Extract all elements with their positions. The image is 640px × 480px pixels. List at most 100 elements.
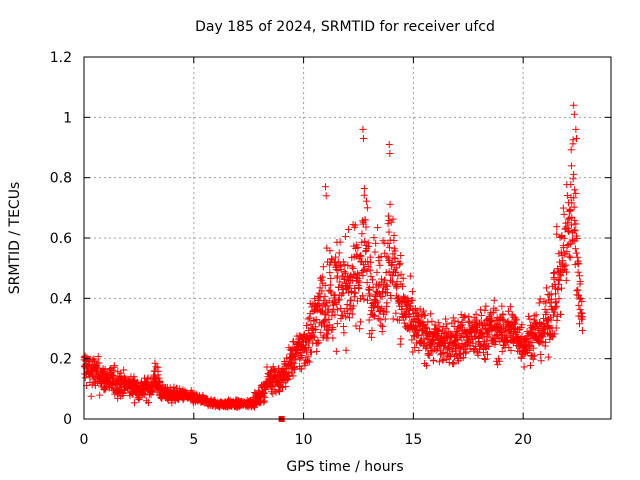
x-axis-label: GPS time / hours (286, 459, 403, 475)
data-point (109, 366, 117, 374)
data-point (370, 234, 378, 242)
data-point (310, 333, 318, 341)
data-point (400, 319, 408, 327)
data-point (323, 302, 331, 310)
data-point (329, 325, 337, 333)
data-point (87, 392, 95, 400)
data-point (288, 369, 296, 377)
data-point (420, 335, 428, 343)
data-point (261, 393, 269, 401)
data-point (564, 215, 572, 223)
data-point (317, 276, 325, 284)
data-point (442, 315, 450, 323)
data-point (379, 322, 387, 330)
data-point (537, 357, 545, 365)
data-point (360, 191, 368, 199)
data-point (346, 306, 354, 314)
data-point (562, 223, 570, 231)
data-point (316, 284, 324, 292)
data-point (557, 272, 565, 280)
data-point (529, 344, 537, 352)
data-point (408, 288, 416, 296)
data-point (434, 319, 442, 327)
data-point (545, 323, 553, 331)
data-point (439, 356, 447, 364)
data-point (349, 302, 357, 310)
data-point (570, 101, 578, 109)
data-point (342, 313, 350, 321)
data-point (453, 330, 461, 338)
data-point (366, 292, 374, 300)
data-point (326, 269, 334, 277)
data-point (304, 353, 312, 361)
data-point (526, 315, 534, 323)
data-point (409, 310, 417, 318)
data-point (332, 300, 340, 308)
data-point (568, 199, 576, 207)
data-point (334, 266, 342, 274)
data-point (326, 287, 334, 295)
data-point (571, 227, 579, 235)
data-point (573, 253, 581, 261)
data-point (367, 272, 375, 280)
data-point (360, 185, 368, 193)
data-point (475, 334, 483, 342)
data-point (386, 150, 394, 158)
data-point (383, 253, 391, 261)
data-point (130, 373, 138, 381)
data-point (313, 347, 321, 355)
data-point (362, 223, 370, 231)
data-point (389, 215, 397, 223)
data-point (435, 358, 443, 366)
data-point (465, 313, 473, 321)
data-point (558, 284, 566, 292)
data-point (555, 280, 563, 288)
data-point (144, 374, 152, 382)
data-point (457, 311, 465, 319)
data-point (338, 312, 346, 320)
data-point (394, 272, 402, 280)
data-point (574, 286, 582, 294)
data-point (557, 310, 565, 318)
data-point (547, 316, 555, 324)
data-point (371, 248, 379, 256)
data-point (297, 365, 305, 373)
data-point (360, 134, 368, 142)
data-point (365, 242, 373, 250)
data-point (509, 338, 517, 346)
data-point (298, 351, 306, 359)
data-point (351, 289, 359, 297)
data-point (364, 258, 372, 266)
data-point (95, 359, 103, 367)
data-point (322, 192, 330, 200)
data-point (328, 255, 336, 263)
data-point (384, 212, 392, 220)
x-tick-labels: 0 5 10 15 20 (80, 432, 533, 448)
data-point (312, 325, 320, 333)
data-point (532, 323, 540, 331)
data-point (537, 351, 545, 359)
data-point (450, 360, 458, 368)
data-point (363, 267, 371, 275)
data-point (504, 317, 512, 325)
data-point (573, 235, 581, 243)
data-point (409, 348, 417, 356)
data-point (406, 313, 414, 321)
data-point (420, 307, 428, 315)
data-point (554, 267, 562, 275)
data-point (565, 207, 573, 215)
data-point (360, 261, 368, 269)
data-point (315, 339, 323, 347)
y-tick-labels: 0 0.2 0.4 0.6 0.8 1 1.2 (50, 50, 72, 428)
data-point (309, 332, 317, 340)
data-point (365, 285, 373, 293)
data-point (569, 136, 577, 144)
chart-title: Day 185 of 2024, SRMTID for receiver ufc… (195, 19, 495, 35)
data-point (576, 277, 584, 285)
data-point (566, 254, 574, 262)
data-point (374, 224, 382, 232)
data-point (292, 356, 300, 364)
data-point (110, 363, 118, 371)
data-point (374, 315, 382, 323)
data-point (368, 333, 376, 341)
